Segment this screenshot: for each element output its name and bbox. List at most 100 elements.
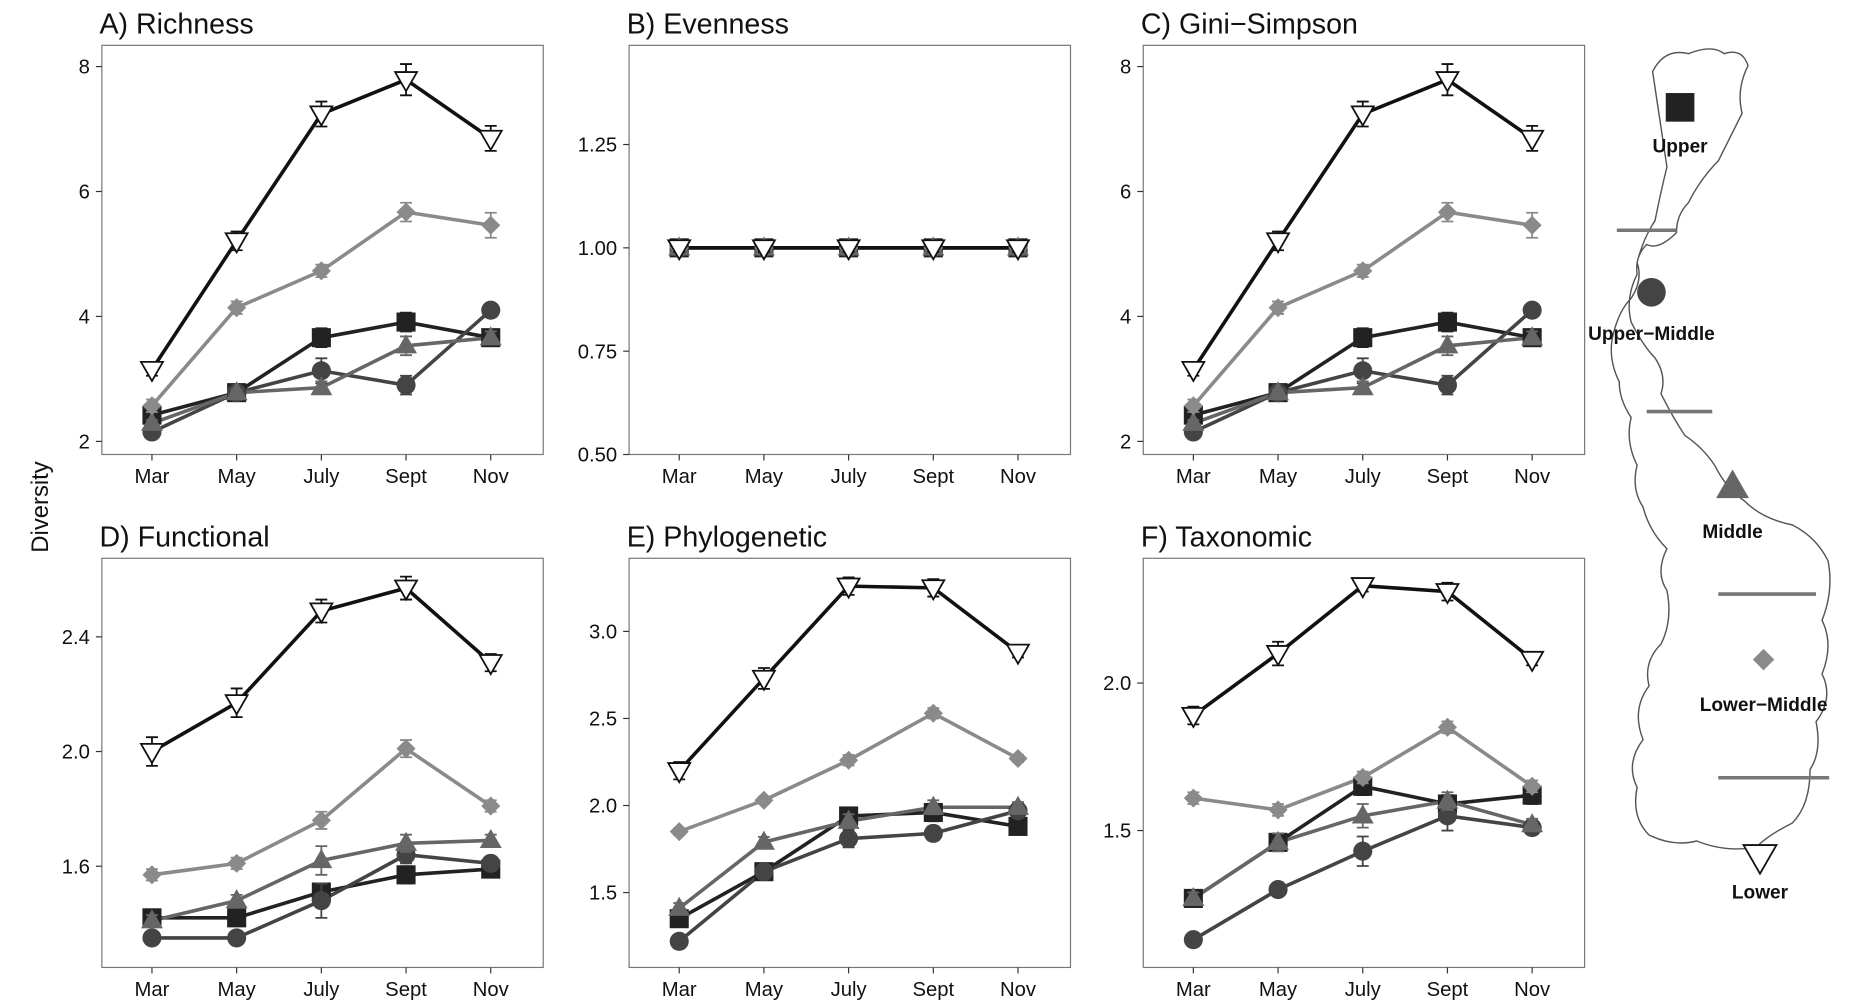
marker <box>225 889 248 909</box>
x-tick-label: May <box>745 979 784 1001</box>
x-tick-label: Nov <box>1514 466 1551 488</box>
x-tick-label: Sept <box>912 466 954 488</box>
marker <box>836 577 862 600</box>
marker <box>1350 105 1376 128</box>
marker <box>479 828 502 849</box>
y-tick-label: 1.5 <box>1103 821 1131 843</box>
marker <box>1265 645 1291 667</box>
marker <box>1436 789 1459 809</box>
marker <box>1351 376 1374 396</box>
marker <box>311 261 331 281</box>
marker <box>922 795 945 815</box>
x-tick-label: July <box>303 979 340 1001</box>
marker <box>1437 806 1457 826</box>
x-tick-label: July <box>1345 466 1382 488</box>
legend-label: Lower−Middle <box>1700 695 1828 716</box>
y-tick-label: 6 <box>1120 182 1131 204</box>
marker <box>923 823 943 843</box>
y-tick-label: 2.0 <box>589 796 617 818</box>
marker <box>479 326 502 346</box>
x-tick-label: July <box>1345 979 1382 1001</box>
marker <box>310 849 333 869</box>
marker <box>836 239 862 262</box>
marker <box>1752 648 1775 671</box>
y-tick-label: 4 <box>79 307 90 329</box>
x-tick-label: Nov <box>473 979 510 1001</box>
marker <box>1008 748 1028 769</box>
x-tick-label: Mar <box>135 466 170 488</box>
x-tick-label: Sept <box>912 979 954 1001</box>
marker <box>308 105 334 128</box>
marker <box>1437 312 1457 332</box>
marker <box>1437 375 1457 395</box>
marker <box>837 809 860 829</box>
marker <box>481 300 501 320</box>
marker <box>1008 816 1028 836</box>
x-tick-label: Nov <box>473 466 510 488</box>
marker <box>668 896 691 916</box>
marker <box>1182 411 1205 431</box>
marker <box>751 669 777 692</box>
marker <box>1353 261 1373 281</box>
marker <box>1268 800 1288 820</box>
marker <box>1350 577 1376 599</box>
marker <box>1436 334 1459 354</box>
marker <box>752 830 775 850</box>
marker <box>1437 202 1457 222</box>
marker <box>396 865 416 885</box>
marker <box>1183 930 1203 950</box>
plot-frame <box>1142 557 1586 969</box>
y-tick-label: 2 <box>1120 432 1131 454</box>
marker <box>393 579 419 602</box>
marker <box>396 739 416 759</box>
marker <box>140 411 163 431</box>
marker <box>1180 706 1206 729</box>
marker <box>140 909 163 929</box>
marker <box>1665 93 1695 122</box>
y-tick-label: 2 <box>79 432 90 454</box>
marker <box>478 654 504 676</box>
marker <box>224 232 250 255</box>
x-tick-label: Mar <box>1176 466 1211 488</box>
marker <box>311 328 331 348</box>
marker <box>227 928 247 948</box>
marker <box>227 853 247 873</box>
marker <box>1267 381 1290 401</box>
marker <box>1353 841 1373 861</box>
marker <box>1267 830 1290 850</box>
marker <box>920 239 946 262</box>
marker <box>224 694 250 717</box>
marker <box>142 396 162 416</box>
marker <box>1521 326 1544 346</box>
legend-label: Upper <box>1652 137 1708 158</box>
marker <box>1519 129 1545 152</box>
marker <box>396 312 416 332</box>
marker <box>396 202 416 222</box>
marker <box>311 891 331 911</box>
marker <box>478 129 504 152</box>
marker <box>1353 767 1373 788</box>
x-tick-label: July <box>831 979 868 1001</box>
marker <box>1182 886 1205 907</box>
marker <box>1437 717 1457 737</box>
marker <box>225 381 248 401</box>
marker <box>920 579 946 602</box>
map-outline <box>1610 48 1831 850</box>
y-tick-label: 2.0 <box>62 742 90 764</box>
marker <box>1005 643 1031 666</box>
y-tick-label: 8 <box>1120 57 1131 79</box>
marker <box>1637 277 1666 307</box>
marker <box>666 239 692 262</box>
panel-title: C) Gini−Simpson <box>1141 8 1358 40</box>
marker <box>1522 776 1542 796</box>
marker <box>839 750 859 770</box>
marker <box>1353 361 1373 381</box>
y-tick-label: 1.5 <box>589 883 617 905</box>
x-tick-label: May <box>218 979 257 1001</box>
y-tick-label: 2.5 <box>589 709 617 731</box>
x-tick-label: July <box>831 466 868 488</box>
marker <box>1353 328 1373 348</box>
marker <box>1180 361 1206 383</box>
y-axis-label: Diversity <box>27 461 54 552</box>
panel-title: B) Evenness <box>627 8 789 40</box>
